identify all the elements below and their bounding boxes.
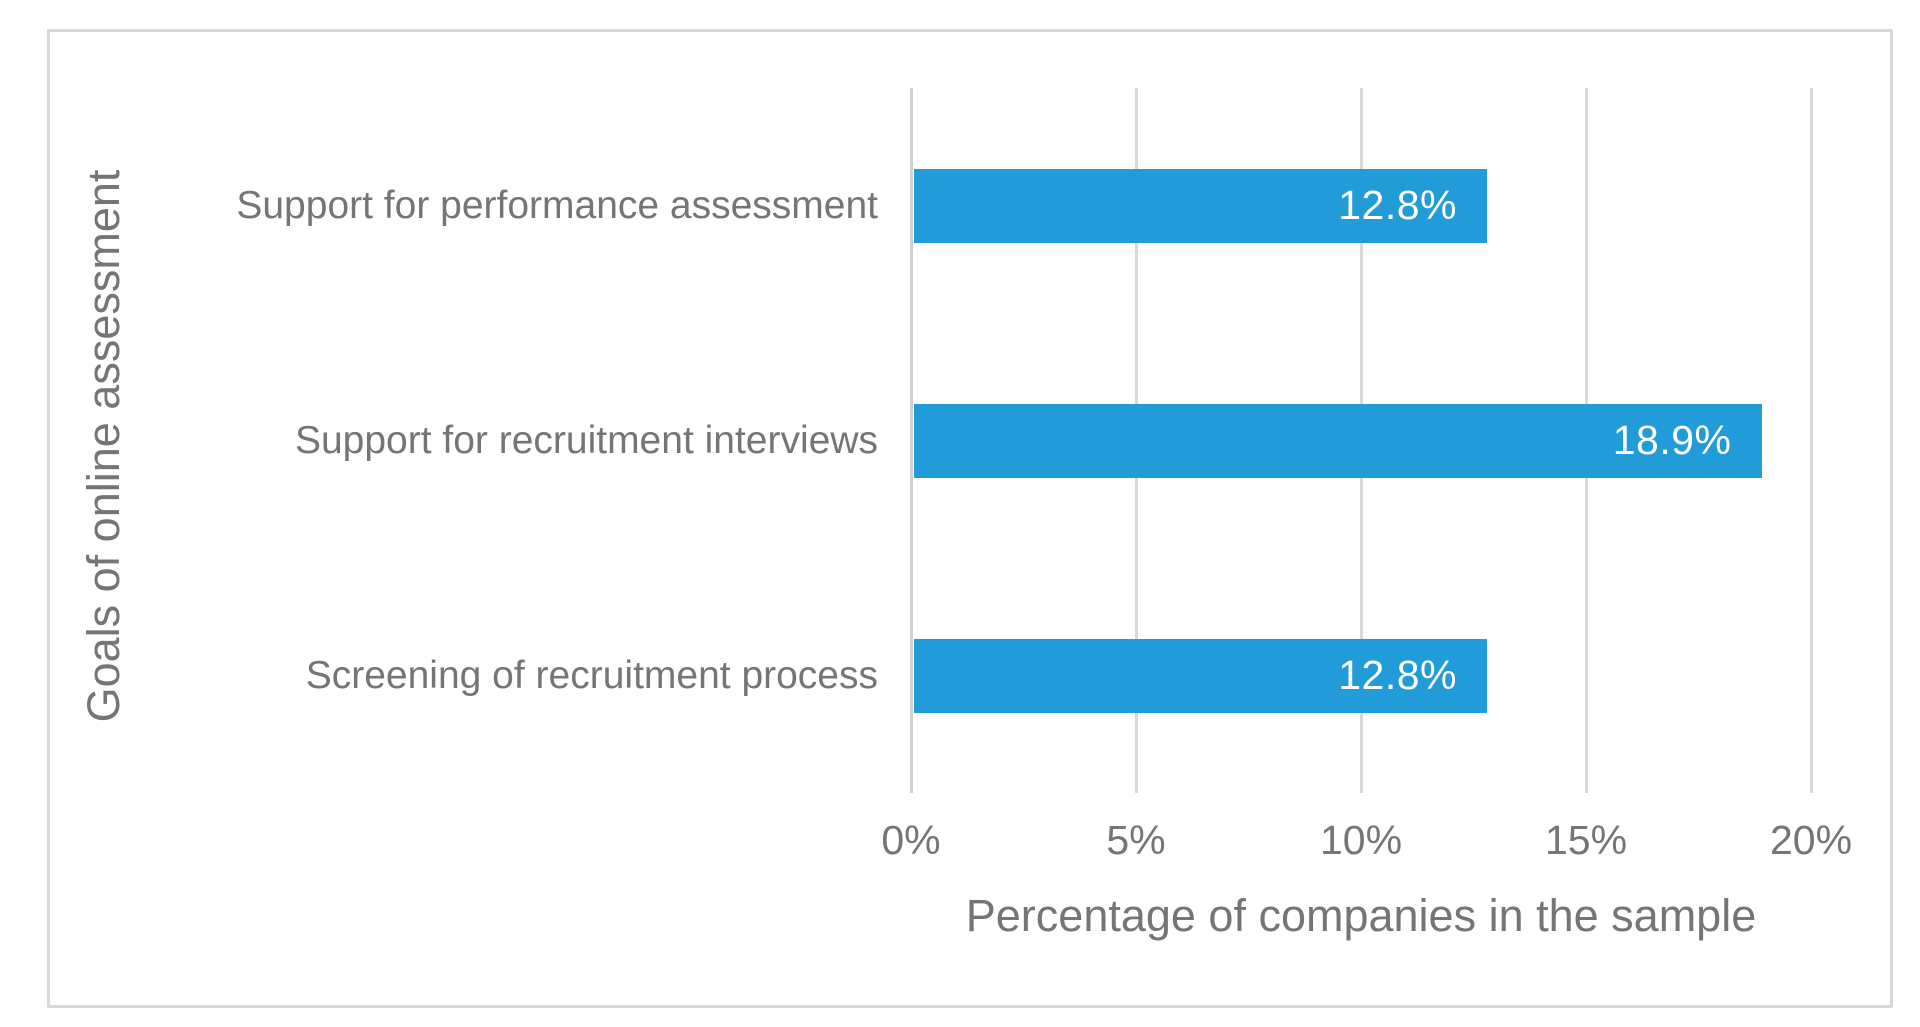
plot-area: 12.8% 18.9% 12.8% bbox=[909, 88, 1813, 793]
bar-value-label: 12.8% bbox=[1338, 182, 1457, 228]
bar: 12.8% bbox=[914, 168, 1487, 243]
y-axis-title: Goals of online assessment bbox=[78, 169, 129, 723]
category-label: Support for recruitment interviews bbox=[294, 418, 878, 462]
bar: 18.9% bbox=[914, 403, 1762, 478]
x-tick-label: 15% bbox=[1544, 817, 1628, 863]
gridline bbox=[1809, 88, 1813, 793]
x-axis-title: Percentage of companies in the sample bbox=[965, 890, 1757, 941]
category-label: Screening of recruitment process bbox=[305, 653, 878, 697]
bar-value-label: 18.9% bbox=[1612, 417, 1732, 463]
x-tick-label: 0% bbox=[881, 817, 941, 863]
category-label: Support for performance assessment bbox=[236, 183, 878, 227]
x-tick-label: 5% bbox=[1106, 817, 1166, 863]
x-tick-label: 20% bbox=[1769, 817, 1853, 863]
bar-value-label: 12.8% bbox=[1338, 652, 1457, 698]
bar: 12.8% bbox=[914, 638, 1487, 713]
y-axis-line bbox=[909, 88, 913, 793]
x-tick-label: 10% bbox=[1319, 817, 1403, 863]
chart-frame: Goals of online assessment 12.8% 18.9% 12.… bbox=[47, 29, 1893, 1008]
